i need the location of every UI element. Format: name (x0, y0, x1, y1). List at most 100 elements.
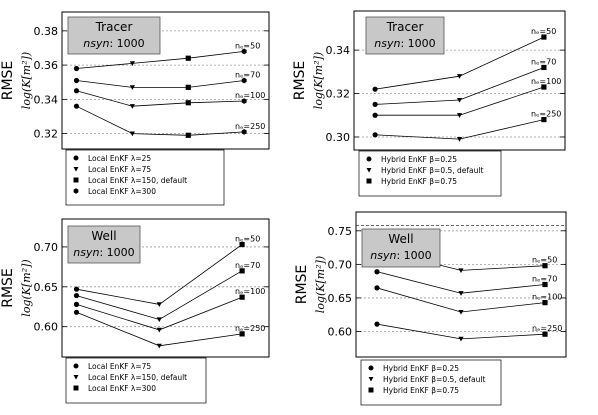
data-point (185, 100, 191, 106)
axes-frame (353, 10, 566, 151)
data-point (372, 101, 378, 107)
y-axis-label-math: log(K[m²]) (20, 52, 33, 109)
legend-label: Local EnKF λ=25 (88, 154, 151, 163)
axes-frame (355, 211, 567, 358)
legend-marker (366, 156, 372, 162)
data-point (456, 137, 463, 142)
y-tick-label: 0.70 (328, 258, 353, 271)
data-point (374, 269, 380, 275)
data-point (374, 321, 380, 327)
legend-box (360, 359, 502, 406)
series-label: nₑ=70 (532, 275, 557, 284)
legend: Local EnKF λ=25 Local EnKF λ=75 Local EnKF… (65, 149, 225, 206)
y-tick-label: 0.75 (328, 225, 353, 238)
data-point (456, 97, 463, 103)
legend-label: Hybrid EnKF β=0.5, default (383, 375, 485, 384)
legend-label: Hybrid EnKF β=0.5, default (381, 166, 483, 175)
data-point (156, 302, 162, 307)
legend-label: Hybrid EnKF β=0.25 (383, 364, 459, 373)
data-point (156, 317, 162, 323)
data-point (73, 65, 80, 72)
y-axis-label-rmse: RMSE (294, 265, 310, 305)
legend-label: Hybrid EnKF β=0.75 (381, 177, 457, 186)
data-point (129, 131, 135, 137)
data-point (372, 86, 378, 92)
legend-label: Local EnKF λ=75 (88, 165, 151, 174)
series-label: nₑ=100 (532, 293, 562, 302)
data-point (374, 285, 380, 291)
series-label: nₑ=70 (531, 57, 556, 66)
y-tick-label: 0.38 (34, 25, 59, 38)
data-point (456, 74, 463, 79)
y-axis-label-rmse: RMSE (292, 61, 308, 101)
panel-1: 0.32 0.34 0.36 0.38 log(K[m²]) RMSE nₑ=50 nₑ=70… (0, 11, 270, 206)
y-tick-label: 0.30 (326, 131, 351, 144)
legend-label: Hybrid EnKF β=0.75 (383, 386, 459, 395)
data-point (541, 84, 547, 90)
data-point (458, 268, 464, 274)
legend-label: Local EnKF λ=150, default (88, 373, 187, 382)
data-point (542, 263, 548, 269)
legend-box (65, 149, 225, 206)
data-point (241, 129, 247, 135)
series-line (376, 271, 546, 294)
data-point (73, 103, 80, 109)
y-tick-label: 0.34 (326, 44, 351, 57)
data-point (73, 77, 80, 84)
series-label: nₑ=100 (235, 91, 265, 100)
title-box (67, 16, 161, 55)
data-point (156, 343, 162, 349)
data-point (239, 241, 245, 248)
data-point (129, 61, 135, 66)
series-line (76, 105, 245, 136)
data-point (239, 268, 245, 274)
panel-title: Well (91, 229, 116, 243)
legend-marker (73, 375, 79, 380)
data-point (239, 294, 245, 300)
axes-frame (61, 11, 270, 150)
title-box (365, 16, 445, 55)
data-point (372, 132, 378, 138)
data-point (73, 286, 80, 292)
data-point (542, 300, 548, 306)
panel-title: Well (388, 232, 413, 246)
data-point (241, 98, 247, 104)
data-point (73, 292, 80, 299)
panel-subtitle: nsyn: 1000 (83, 37, 144, 50)
series-label: nₑ=50 (235, 41, 260, 50)
series-label: nₑ=50 (531, 27, 556, 36)
y-axis-label-math: log(K[m²]) (314, 256, 327, 313)
y-tick-label: 0.36 (34, 59, 59, 72)
panel-title: Tracer (95, 20, 133, 34)
y-tick-label: 0.70 (34, 241, 59, 254)
data-point (185, 132, 191, 138)
legend-label: Hybrid EnKF β=0.25 (381, 155, 457, 164)
data-point (156, 327, 162, 333)
data-point (185, 55, 191, 61)
series-label: nₑ=50 (235, 235, 260, 244)
legend-marker (368, 365, 374, 371)
data-point (73, 309, 80, 315)
data-point (185, 84, 191, 90)
series-label: nₑ=250 (531, 110, 561, 119)
data-point (241, 48, 247, 55)
panel-title: Tracer (386, 20, 424, 34)
data-point (129, 85, 135, 90)
series-label: nₑ=70 (235, 71, 260, 80)
title-box (361, 228, 441, 268)
y-axis-label-rmse: RMSE (0, 268, 16, 308)
legend-marker (73, 188, 79, 194)
legend-box (358, 150, 502, 197)
legend-marker (73, 167, 79, 172)
data-point (458, 309, 464, 315)
data-point (542, 281, 548, 288)
data-point (241, 77, 247, 84)
panel-4: 0.60 0.65 0.70 0.75 log(K[m²]) RMSE nₑ=50 nₑ=70… (294, 211, 567, 406)
series-line (76, 90, 245, 107)
y-tick-label: 0.32 (34, 128, 59, 141)
legend-marker (368, 387, 374, 393)
axes-frame (61, 218, 270, 358)
